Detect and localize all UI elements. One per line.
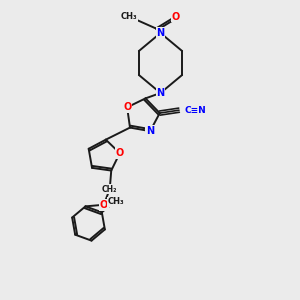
Text: CH₃: CH₃ bbox=[121, 12, 137, 21]
Text: C≡N: C≡N bbox=[184, 106, 206, 115]
Text: O: O bbox=[116, 148, 124, 158]
Text: O: O bbox=[171, 11, 180, 22]
Text: O: O bbox=[123, 102, 131, 112]
Text: O: O bbox=[100, 200, 108, 210]
Text: N: N bbox=[156, 28, 165, 38]
Text: CH₃: CH₃ bbox=[108, 197, 124, 206]
Text: N: N bbox=[146, 126, 154, 136]
Text: N: N bbox=[156, 88, 165, 98]
Text: CH₂: CH₂ bbox=[102, 185, 118, 194]
